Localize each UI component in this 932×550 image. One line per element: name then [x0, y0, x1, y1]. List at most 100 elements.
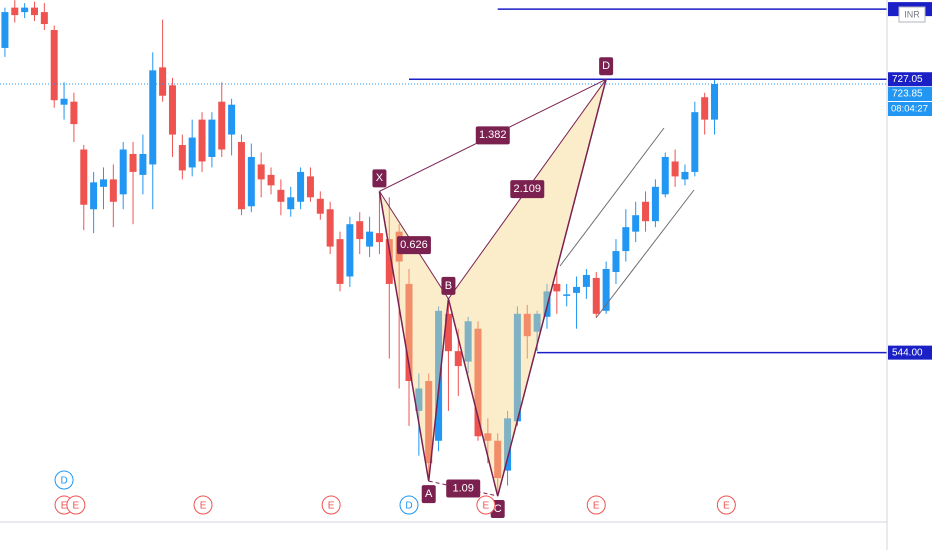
- point-box: [372, 169, 387, 188]
- point-box: [599, 57, 614, 76]
- ratio-label: 0.626: [400, 239, 428, 251]
- channel-line: [559, 127, 665, 267]
- candle-body: [711, 84, 719, 120]
- candle-body: [168, 85, 176, 135]
- candle-body: [50, 30, 58, 101]
- candle-body: [523, 313, 531, 337]
- candle-body: [218, 101, 226, 150]
- candle-body: [306, 176, 314, 198]
- ratio-box: [510, 180, 545, 199]
- candle-body: [267, 174, 275, 186]
- events: EDE E E D E E E: [54, 470, 736, 515]
- candle-body: [425, 381, 433, 464]
- candle-body: [563, 294, 571, 296]
- event-marker: [193, 495, 213, 515]
- candles: [1, 0, 719, 497]
- candle-body: [287, 197, 295, 210]
- event-marker: [321, 495, 341, 515]
- candle-body: [129, 153, 137, 172]
- candle-body: [366, 231, 374, 247]
- candle-body: [119, 149, 127, 195]
- candle-body: [346, 224, 354, 277]
- point-label: B: [445, 280, 452, 292]
- candle-body: [139, 153, 147, 175]
- event-label: D: [405, 501, 412, 512]
- candle-body: [188, 137, 196, 168]
- candle-body: [415, 388, 423, 411]
- candle-body: [484, 433, 492, 441]
- candle-body: [80, 149, 88, 205]
- candle-body: [474, 328, 482, 437]
- event-marker: [54, 470, 74, 490]
- level-badge: [888, 345, 932, 360]
- candle-body: [513, 313, 521, 422]
- candle-body: [681, 171, 689, 180]
- point-box: [441, 276, 456, 295]
- event-marker: [399, 495, 419, 515]
- candle-body: [60, 98, 68, 105]
- event-marker: [586, 495, 606, 515]
- candle-body: [612, 251, 620, 272]
- candle-body: [592, 277, 600, 314]
- candle-body: [651, 186, 659, 222]
- candle-body: [375, 233, 383, 243]
- event-label: E: [200, 501, 207, 512]
- ratio-label: 1.382: [479, 129, 507, 141]
- candle-body: [385, 239, 393, 284]
- event-label: E: [328, 501, 335, 512]
- level-badge: [888, 72, 932, 87]
- candle-body: [1, 12, 9, 48]
- event-marker: [66, 495, 86, 515]
- channel-line: [595, 189, 695, 319]
- candle-body: [21, 7, 29, 13]
- event-marker: [476, 495, 496, 515]
- candle-body: [40, 12, 48, 25]
- candle-body: [198, 119, 206, 162]
- candle-body: [582, 274, 590, 287]
- candle-body: [632, 215, 640, 232]
- candle-body: [228, 104, 236, 135]
- event-label: E: [723, 501, 730, 512]
- candle-body: [90, 182, 98, 210]
- candle-body: [277, 189, 285, 202]
- candle-body: [691, 112, 699, 172]
- pattern-fill: [379, 191, 449, 482]
- last-price-badge: [888, 87, 932, 102]
- last-price-label: 723.85: [892, 89, 923, 100]
- level-label: 544.00: [892, 347, 923, 358]
- candle-body: [533, 313, 541, 332]
- event-marker: [716, 495, 736, 515]
- candle-body: [237, 142, 245, 210]
- candle-body: [622, 227, 630, 252]
- event-label: E: [61, 501, 68, 512]
- currency: INR: [904, 9, 920, 19]
- candle-body: [405, 283, 413, 382]
- candle-body: [159, 67, 167, 96]
- candle-body: [316, 198, 324, 214]
- candle-body: [504, 418, 512, 471]
- candle-body: [454, 351, 462, 367]
- candle-body: [30, 7, 38, 16]
- candle-body: [326, 209, 334, 247]
- point-box: [421, 485, 436, 504]
- ratio-box: [396, 236, 431, 255]
- point-label: A: [425, 488, 433, 500]
- candle-body: [444, 313, 452, 352]
- countdown: 08:04:27: [891, 104, 928, 115]
- candle-body: [464, 321, 472, 362]
- candle-body: [247, 156, 255, 207]
- event-label: D: [60, 476, 67, 487]
- event-label: E: [483, 501, 490, 512]
- candle-body: [336, 239, 344, 284]
- candle-body: [149, 70, 157, 165]
- countdown-badge: [888, 102, 932, 117]
- candle-body: [553, 283, 561, 292]
- candle-body: [208, 119, 216, 157]
- pattern-fill: [448, 79, 607, 497]
- ratio-label: 1.09: [453, 482, 474, 494]
- point-label: C: [494, 503, 502, 515]
- candle-body: [109, 179, 117, 202]
- ratio-box: [475, 126, 510, 145]
- event-label: E: [73, 501, 80, 512]
